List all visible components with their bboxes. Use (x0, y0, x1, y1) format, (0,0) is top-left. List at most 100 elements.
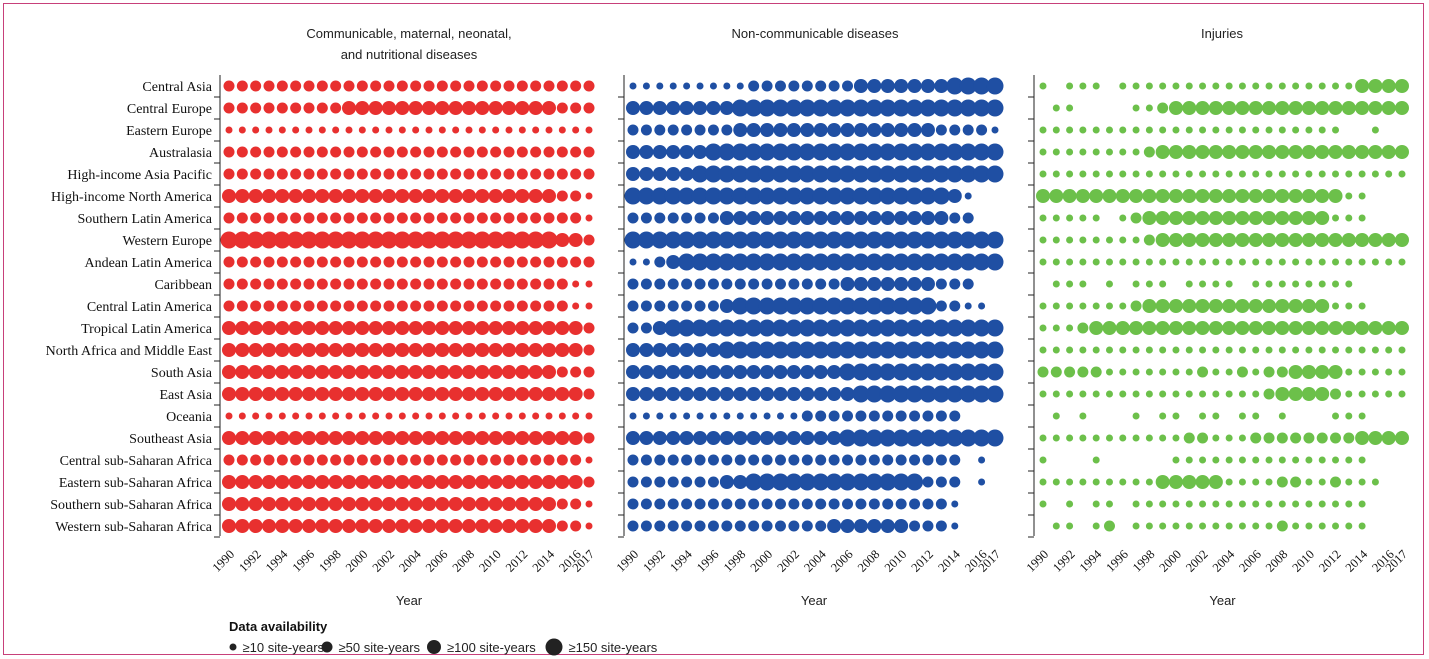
data-point (1262, 101, 1277, 115)
data-point (303, 454, 315, 466)
data-point (1079, 82, 1087, 90)
data-point (1398, 170, 1406, 178)
data-point (978, 456, 986, 464)
data-point (316, 300, 328, 312)
data-point (1105, 280, 1113, 288)
region-label: Central Europe (127, 102, 212, 117)
data-point (865, 429, 883, 447)
data-point (1155, 189, 1170, 203)
data-point (919, 363, 937, 381)
data-point (248, 519, 263, 533)
data-point (305, 412, 313, 420)
data-point (652, 431, 667, 445)
data-point (1132, 346, 1140, 354)
data-point (1199, 82, 1207, 90)
data-point (865, 253, 883, 271)
data-point (262, 343, 276, 357)
data-point (568, 475, 583, 489)
data-point (1039, 346, 1047, 354)
data-point (223, 256, 235, 268)
data-point (813, 387, 828, 401)
data-point (1345, 456, 1353, 464)
data-point (1275, 387, 1290, 401)
data-point (288, 519, 303, 533)
data-point (1252, 346, 1260, 354)
data-point (1132, 170, 1140, 178)
data-point (263, 256, 275, 268)
data-point (1208, 211, 1223, 225)
data-point (1185, 390, 1193, 398)
data-point (1225, 390, 1233, 398)
data-point (410, 454, 422, 466)
data-point (922, 520, 934, 532)
data-point (1371, 126, 1379, 134)
data-point (1222, 233, 1237, 247)
data-point (235, 497, 250, 511)
data-point (1119, 126, 1127, 134)
data-point (423, 278, 435, 290)
data-point (959, 341, 977, 359)
data-point (1159, 82, 1167, 90)
data-point (1288, 101, 1303, 115)
data-point (502, 101, 516, 115)
data-point (681, 278, 693, 290)
data-point (693, 343, 708, 357)
data-point (919, 143, 937, 161)
data-point (745, 231, 763, 249)
data-point (907, 211, 922, 225)
data-point (932, 187, 950, 205)
data-point (1330, 388, 1342, 400)
data-point (906, 253, 924, 271)
data-point (1119, 170, 1127, 178)
data-point (305, 126, 313, 134)
data-point (868, 454, 880, 466)
data-point (368, 431, 383, 445)
data-point (290, 102, 302, 114)
data-point (978, 478, 986, 486)
data-point (330, 278, 342, 290)
data-point (654, 520, 666, 532)
data-point (1355, 101, 1370, 115)
data-point (276, 256, 288, 268)
data-point (1385, 368, 1393, 376)
data-point (934, 79, 949, 93)
data-point (356, 300, 368, 312)
data-point (233, 231, 251, 249)
data-point (250, 146, 262, 158)
data-point (840, 277, 855, 291)
data-point (828, 410, 840, 422)
data-point (895, 454, 907, 466)
data-point (503, 256, 515, 268)
data-point (1159, 412, 1167, 420)
data-point (629, 412, 637, 420)
data-point (422, 475, 436, 489)
data-point (315, 519, 330, 533)
data-point (1332, 82, 1340, 90)
data-point (330, 146, 342, 158)
data-point (800, 211, 815, 225)
data-point (502, 431, 516, 445)
data-point (1345, 82, 1353, 90)
data-point (852, 231, 870, 249)
data-point (1252, 258, 1260, 266)
data-point (1225, 82, 1233, 90)
data-point (1395, 79, 1409, 93)
x-tick-label: 1994 (263, 547, 291, 575)
data-point (450, 80, 462, 92)
data-point (1301, 321, 1316, 335)
data-point (1358, 412, 1366, 420)
data-point (583, 102, 595, 114)
data-point (448, 475, 463, 489)
data-point (1039, 258, 1047, 266)
data-point (1155, 211, 1170, 225)
data-point (1398, 258, 1406, 266)
data-point (1395, 145, 1409, 159)
data-point (1292, 82, 1300, 90)
x-tick-label: 1992 (640, 547, 668, 575)
data-point (973, 429, 991, 447)
data-point (852, 253, 870, 271)
data-point (693, 145, 708, 159)
region-label: Australasia (149, 146, 213, 161)
data-point (585, 412, 593, 420)
data-point (1328, 101, 1343, 115)
